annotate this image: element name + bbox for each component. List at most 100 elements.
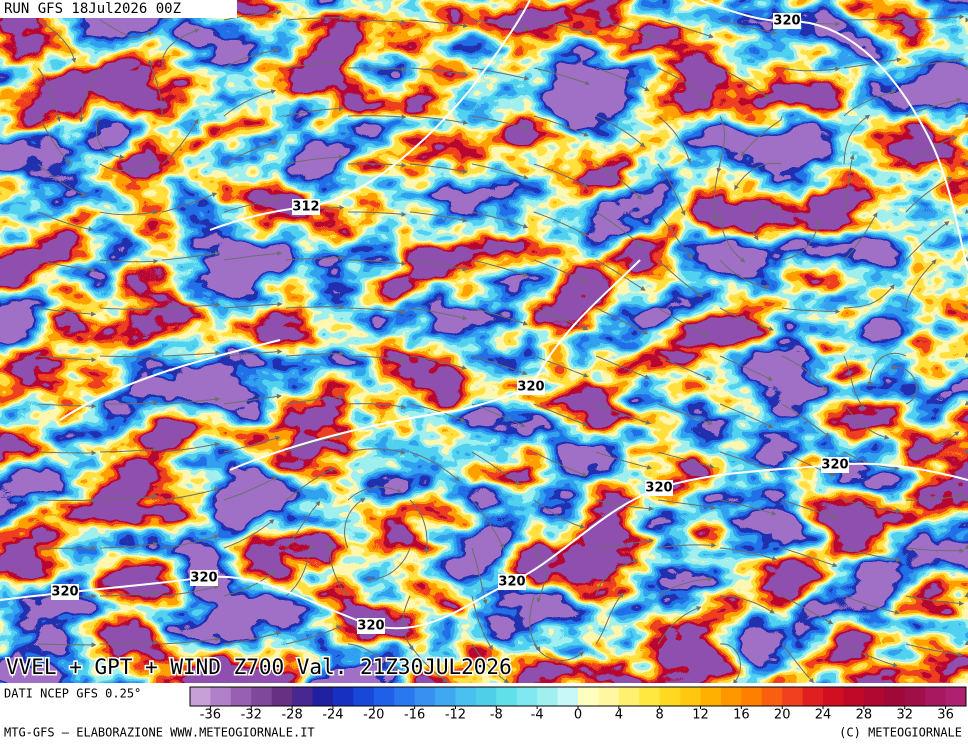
streamline <box>347 643 400 671</box>
contour-line <box>59 339 281 421</box>
streamline <box>326 542 349 597</box>
streamline <box>719 451 776 473</box>
streamline <box>471 163 529 180</box>
copyright: (C) METEOGIORNALE <box>839 726 962 740</box>
streamline <box>905 643 964 657</box>
streamline <box>905 431 960 453</box>
streamline <box>843 284 895 309</box>
streamline <box>409 403 466 422</box>
streamline <box>347 114 407 120</box>
streamline <box>719 259 771 290</box>
scale-segment <box>373 687 395 706</box>
streamline <box>285 304 345 310</box>
streamline <box>595 403 651 425</box>
scale-segment <box>435 687 456 706</box>
streamline <box>365 547 411 582</box>
streamline <box>347 403 407 410</box>
streamline <box>533 451 588 477</box>
streamline <box>905 547 965 554</box>
streamline <box>719 355 774 381</box>
scale-segment <box>332 687 354 706</box>
streamline <box>409 499 430 554</box>
scale-tick-label: -8 <box>490 708 503 723</box>
streamline <box>347 259 407 266</box>
streamline <box>223 519 275 549</box>
streamline <box>595 163 642 200</box>
contour-label: 312 <box>292 200 319 215</box>
contour-label-box <box>645 480 673 496</box>
streamline <box>905 493 965 501</box>
streamline <box>409 163 468 174</box>
streamline <box>752 206 783 241</box>
streamline <box>223 393 282 405</box>
streamline <box>843 154 855 213</box>
streamline <box>223 435 281 453</box>
contour-label-box <box>773 13 801 29</box>
streamline <box>223 140 278 165</box>
streamline <box>37 19 77 64</box>
streamline <box>285 60 345 69</box>
streamline <box>533 547 546 603</box>
streamline <box>285 154 344 165</box>
streamline <box>657 259 704 298</box>
vertical-velocity-field <box>0 0 968 683</box>
scale-segment <box>414 687 436 706</box>
geopotential-contours <box>0 0 968 628</box>
scale-segment <box>618 687 640 706</box>
streamline <box>409 115 469 126</box>
streamline <box>285 255 345 261</box>
scale-tick-label: 12 <box>692 708 709 723</box>
streamline <box>223 476 278 501</box>
streamline <box>657 307 710 337</box>
streamline <box>657 499 716 511</box>
streamline <box>595 592 624 645</box>
streamline <box>223 349 283 357</box>
streamline <box>161 534 220 549</box>
streamline <box>595 115 646 148</box>
scale-tick-label: 16 <box>733 708 750 723</box>
streamline <box>37 450 97 456</box>
streamline <box>716 115 726 174</box>
streamline <box>285 544 314 597</box>
scale-tick-label: 24 <box>815 708 832 723</box>
streamline <box>99 590 159 597</box>
streamline <box>657 451 715 469</box>
streamline <box>99 258 159 264</box>
streamline <box>37 642 97 648</box>
streamline <box>595 19 653 37</box>
streamline <box>285 434 343 453</box>
scale-tick-label: -32 <box>241 708 262 723</box>
contour-label: 320 <box>190 571 217 586</box>
streamline <box>781 499 838 519</box>
streamline <box>595 67 650 92</box>
scale-segment <box>598 687 620 706</box>
streamline <box>471 595 493 651</box>
run-box <box>0 0 237 18</box>
streamline <box>471 67 530 81</box>
streamline <box>905 221 950 261</box>
streamline <box>595 451 653 470</box>
streamline <box>657 115 692 164</box>
scale-segment <box>537 687 559 706</box>
streamline <box>223 631 282 645</box>
contour-line <box>511 462 968 583</box>
streamline <box>905 57 964 69</box>
streamline <box>285 106 344 117</box>
streamline <box>905 177 953 213</box>
scale-tick-label: -24 <box>322 708 343 723</box>
streamline <box>471 259 529 277</box>
streamline <box>719 211 746 263</box>
contour-label-box <box>517 379 545 395</box>
streamline <box>595 259 646 291</box>
streamline <box>905 259 937 309</box>
streamline <box>99 446 159 453</box>
map-title: VVEL + GPT + WIND Z700 Val. 21Z30JUL2026 <box>6 655 512 679</box>
streamline <box>223 9 282 21</box>
streamline <box>471 547 488 605</box>
data-source: DATI NCEP GFS 0.25° <box>4 687 141 701</box>
contour-label-box <box>821 457 849 473</box>
scale-segment <box>210 687 232 706</box>
scale-segment <box>863 687 885 706</box>
scale-segment <box>496 687 518 706</box>
